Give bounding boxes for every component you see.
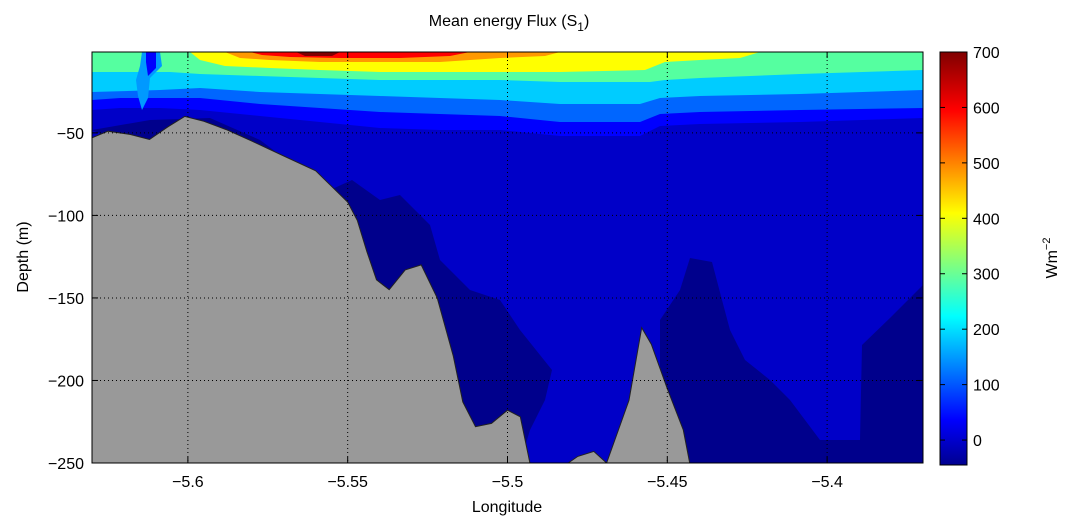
y-tick-label: −250 [48,456,84,473]
y-tick-label: −50 [57,126,84,143]
colorbar-ticks: 0 100 200 300 400 500 600 700 [940,45,1000,450]
colorbar-tick-label: 600 [973,100,1000,117]
colorbar: 0 100 200 300 400 500 600 700 Wm−2 [939,45,1061,466]
colorbar-label: Wm−2 [1041,238,1061,279]
y-tick-label: −200 [48,373,84,390]
west-surface-intrusion-2 [146,52,156,76]
x-axis: −5.6 −5.55 −5.5 −5.45 −5.4 [172,52,843,491]
x-tick-label: −5.6 [172,474,204,491]
x-tick-label: −5.5 [492,474,524,491]
x-tick-label: −5.55 [327,474,368,491]
x-tick-label: −5.45 [647,474,688,491]
colorbar-tick-label: 700 [973,45,1000,62]
x-tick-label: −5.4 [811,474,843,491]
y-axis: −50 −100 −150 −200 −250 [48,126,923,473]
colorbar-tick-label: 400 [973,211,1000,228]
y-axis-label: Depth (m) [15,221,32,292]
bathymetry-slope [92,115,531,463]
colorbar-gradient [939,51,968,466]
colorbar-tick-label: 0 [973,433,982,450]
chart-title: Mean energy Flux (S1) [429,13,590,34]
colorbar-tick-label: 300 [973,267,1000,284]
y-tick-label: −150 [48,291,84,308]
colorbar-tick-label: 200 [973,322,1000,339]
colorbar-tick-label: 500 [973,156,1000,173]
bathymetry-ridge [567,326,691,463]
colorbar-tick-label: 100 [973,378,1000,395]
low-flux-region-east [660,258,923,463]
y-tick-label: −100 [48,208,84,225]
band-700 [296,52,340,56]
x-axis-label: Longitude [472,499,542,516]
bathymetry-layer [92,115,691,463]
grid-lines [92,52,923,463]
